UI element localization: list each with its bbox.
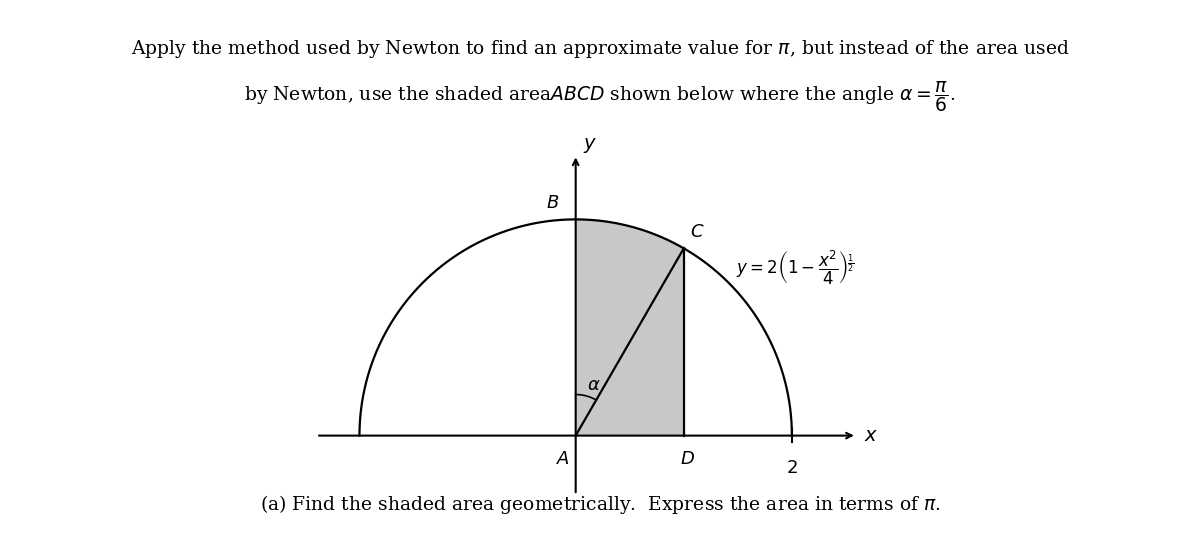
- Text: $y = 2\left(1 - \dfrac{x^2}{4}\right)^{\!\frac{1}{2}}$: $y = 2\left(1 - \dfrac{x^2}{4}\right)^{\…: [736, 249, 854, 287]
- Text: $D$: $D$: [679, 450, 695, 468]
- Text: (a) Find the shaded area geometrically.  Express the area in terms of $\pi$.: (a) Find the shaded area geometrically. …: [259, 493, 941, 516]
- Text: by Newton, use the shaded area$ABCD$ shown below where the angle $\alpha = \dfra: by Newton, use the shaded area$ABCD$ sho…: [245, 79, 955, 114]
- Text: $x$: $x$: [864, 426, 878, 444]
- Text: $y$: $y$: [583, 136, 598, 156]
- Text: $2$: $2$: [786, 459, 798, 477]
- Text: $C$: $C$: [690, 223, 704, 241]
- Text: $\alpha$: $\alpha$: [587, 376, 601, 394]
- Polygon shape: [576, 219, 684, 436]
- Text: $A$: $A$: [557, 450, 570, 468]
- Text: $B$: $B$: [546, 194, 559, 212]
- Text: Apply the method used by Newton to find an approximate value for $\pi$, but inst: Apply the method used by Newton to find …: [131, 38, 1069, 60]
